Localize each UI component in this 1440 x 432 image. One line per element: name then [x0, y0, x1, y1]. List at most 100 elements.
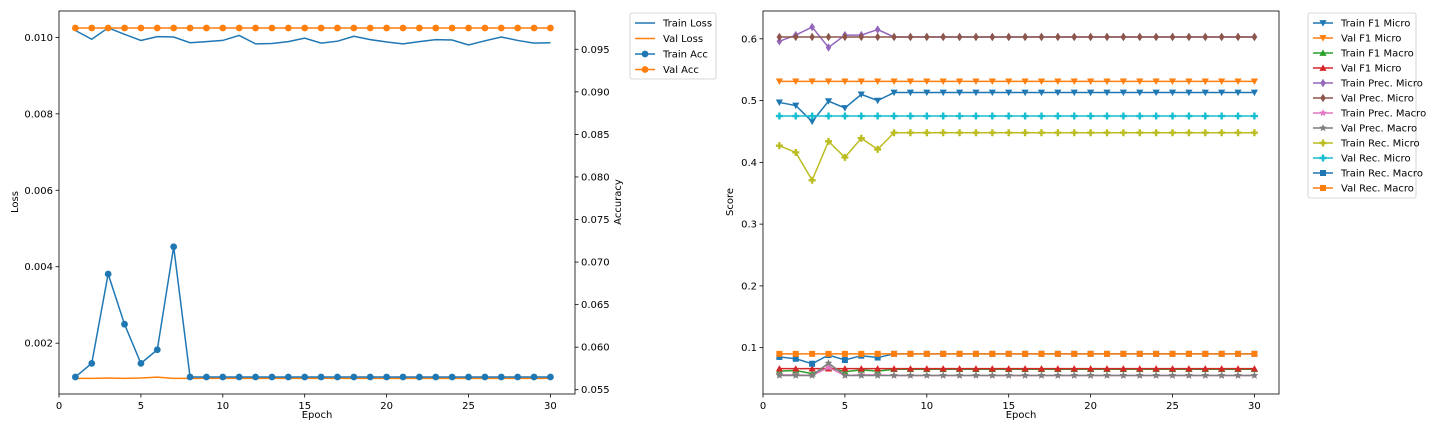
data-point-val-f1-micro — [955, 365, 964, 372]
data-point-val-f1-micro — [874, 78, 882, 86]
data-point-val-prec-macro — [1004, 371, 1013, 379]
legend-label-train-prec-micro: Train Prec. Micro — [1340, 79, 1423, 90]
score-x-tick-label: 0 — [760, 401, 766, 412]
data-point-val-rec-macro — [1202, 350, 1209, 357]
data-point-val-f1-micro — [1087, 78, 1095, 86]
data-point-val-rec-micro — [792, 112, 800, 120]
legend-marker-val-f1-micro — [1319, 35, 1327, 42]
data-point-val-prec-micro — [874, 32, 881, 42]
score-y-tick-label: 0.6 — [741, 34, 757, 45]
data-point-val-acc — [448, 24, 456, 32]
data-point-val-f1-micro — [923, 78, 931, 86]
data-point-val-prec-macro — [873, 371, 882, 379]
loss-y-tick-label: 0.008 — [24, 109, 53, 120]
data-point-val-rec-micro — [939, 112, 947, 120]
data-point-val-prec-micro — [907, 32, 914, 42]
series-line-val-prec-macro — [779, 362, 1255, 377]
data-point-val-acc — [547, 24, 554, 32]
data-point-val-prec-micro — [1186, 32, 1192, 42]
data-point-train-acc — [350, 373, 358, 381]
loss-x-tick-label: 30 — [544, 401, 557, 412]
data-point-val-f1-micro — [874, 365, 882, 372]
data-point-train-rec-micro — [808, 176, 816, 184]
data-point-val-f1-micro — [775, 78, 783, 86]
data-point-val-f1-micro — [1119, 78, 1127, 86]
data-point-val-f1-micro — [1168, 78, 1177, 86]
data-point-val-rec-macro — [1185, 350, 1192, 357]
data-point-train-prec-micro — [874, 25, 881, 34]
loss-x-tick-label: 5 — [138, 401, 144, 412]
loss-x-tick-label: 10 — [216, 401, 229, 412]
data-point-train-f1-micro — [841, 105, 849, 112]
data-point-train-rec-micro — [906, 129, 914, 137]
data-point-val-prec-micro — [891, 32, 897, 42]
data-point-train-f1-micro — [1136, 89, 1144, 97]
loss-y-right-tick-label: 0.080 — [581, 172, 610, 183]
data-point-val-prec-micro — [1038, 32, 1045, 42]
data-point-train-rec-macro — [874, 354, 881, 361]
data-point-val-f1-micro — [923, 365, 931, 372]
data-point-train-acc — [268, 373, 276, 381]
data-point-val-prec-micro — [1153, 32, 1159, 42]
loss-accuracy-plot-area — [71, 24, 554, 381]
data-point-train-f1-micro — [874, 97, 882, 105]
series-line-train-f1-micro — [779, 91, 1255, 123]
score-frame — [762, 10, 1280, 395]
data-point-train-acc — [415, 373, 423, 381]
score-x-tick-label: 30 — [1248, 401, 1261, 412]
data-point-val-acc — [219, 24, 227, 32]
data-point-train-f1-micro — [906, 89, 915, 97]
data-point-val-f1-micro — [1201, 365, 1209, 372]
data-point-train-acc — [432, 373, 440, 381]
data-point-train-rec-macro — [776, 353, 783, 360]
score-ticks: 0 5 10 15 20 25 30 0.1 0.2 0.3 0.4 0.5 0.6 — [741, 34, 1261, 412]
data-point-val-f1-micro — [792, 78, 800, 86]
legend-marker-train-rec-micro — [1319, 139, 1327, 147]
data-point-val-f1-micro — [1250, 365, 1259, 372]
data-point-val-rec-micro — [825, 112, 833, 120]
data-point-val-f1-micro — [1201, 78, 1209, 86]
data-point-train-acc — [497, 373, 505, 381]
data-point-train-f1-micro — [1005, 89, 1013, 97]
data-point-val-rec-micro — [1169, 112, 1177, 120]
data-point-val-rec-macro — [1104, 350, 1110, 357]
data-point-train-f1-micro — [824, 98, 833, 105]
data-point-train-acc — [170, 243, 178, 251]
data-point-val-prec-micro — [1202, 32, 1209, 42]
data-point-train-f1-micro — [857, 91, 865, 98]
data-point-val-f1-micro — [939, 78, 947, 86]
data-point-train-f1-micro — [923, 89, 931, 97]
data-point-val-f1-micro — [939, 365, 947, 372]
data-point-train-f1-micro — [1152, 89, 1160, 97]
score-x-tick-label: 20 — [1084, 401, 1097, 412]
data-point-val-rec-micro — [1021, 112, 1029, 120]
data-point-val-rec-macro — [1251, 350, 1258, 357]
loss-y-right-tick-label: 0.075 — [581, 215, 610, 226]
data-point-train-rec-micro — [1185, 129, 1193, 137]
score-y-axis-label: Score — [725, 188, 736, 216]
data-point-train-acc — [383, 373, 391, 381]
data-point-val-rec-micro — [1054, 112, 1062, 120]
data-point-val-f1-micro — [1234, 365, 1242, 372]
data-point-train-f1-micro — [775, 99, 783, 107]
data-point-train-rec-micro — [841, 153, 849, 161]
data-point-val-rec-macro — [841, 350, 848, 357]
data-point-train-rec-micro — [857, 134, 865, 142]
legend-marker-val-rec-macro — [1320, 185, 1326, 191]
data-point-val-prec-macro — [1168, 371, 1177, 379]
legend-marker-val-prec-micro — [1320, 93, 1326, 103]
data-point-train-rec-micro — [1169, 129, 1177, 137]
data-point-val-rec-micro — [1152, 112, 1160, 120]
score-x-tick-label: 15 — [1002, 401, 1015, 412]
data-point-val-f1-micro — [1021, 365, 1029, 372]
data-point-val-f1-micro — [1234, 78, 1242, 86]
data-point-val-prec-micro — [924, 32, 930, 42]
data-point-val-rec-micro — [956, 112, 964, 120]
data-point-train-acc — [514, 373, 522, 381]
data-point-train-f1-micro — [1119, 89, 1127, 97]
data-point-val-prec-macro — [1103, 371, 1111, 379]
data-point-val-acc — [153, 24, 161, 32]
data-point-val-rec-micro — [890, 112, 898, 120]
data-point-val-prec-micro — [973, 32, 979, 42]
score-plot-area — [775, 22, 1259, 379]
